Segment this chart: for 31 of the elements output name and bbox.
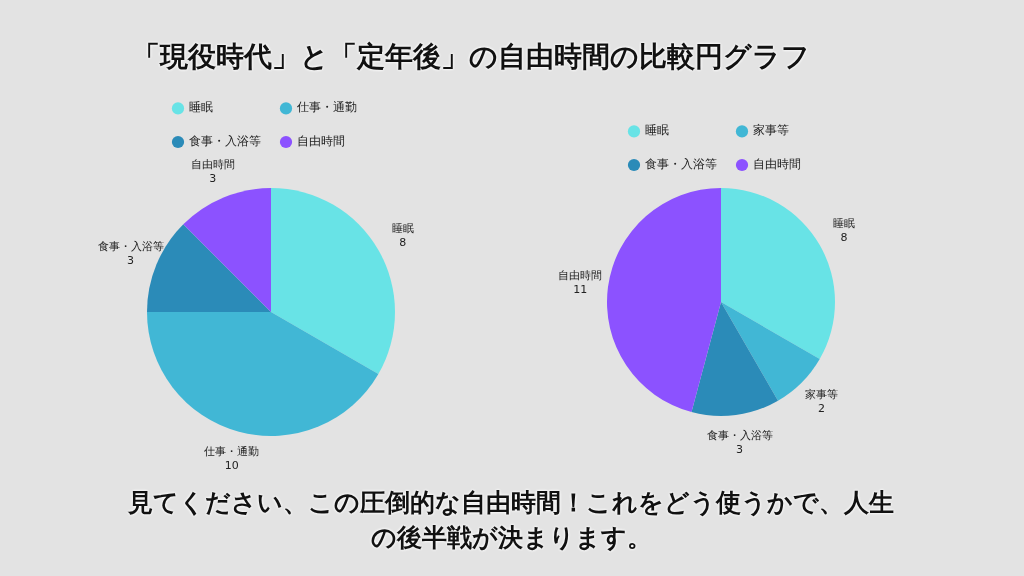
legend-label: 自由時間 <box>297 134 345 148</box>
slice-label: 睡眠 <box>832 217 855 230</box>
pie-slice <box>721 188 835 359</box>
slice-label: 自由時間 <box>558 269 603 283</box>
pie-slice <box>183 188 271 312</box>
legend-label: 睡眠 <box>645 123 669 138</box>
text: 「現役時代」と「定年後」の自由時間の比較円グラフ <box>131 39 811 75</box>
data-label: 11 <box>573 283 588 297</box>
data-label: 3 <box>736 442 744 456</box>
legend-label: 睡眠 <box>189 100 213 115</box>
text: 見てください、この圧倒的な自由時間！これをどう使うかで、人生の後半戦が決まります。 <box>127 487 895 554</box>
slice-label: 自由時間 <box>190 157 235 171</box>
data-label: 2 <box>817 402 825 416</box>
data-label: 10 <box>224 458 239 472</box>
legend-label: 食事・入浴等 <box>645 157 717 171</box>
slice-label: 食事・入浴等 <box>706 428 773 442</box>
pie-slice <box>691 302 778 416</box>
data-label: 8 <box>399 236 407 249</box>
slice-label: 食事・入浴等 <box>97 239 164 253</box>
legend-label: 家事等 <box>753 123 789 138</box>
slice-label: 家事等 <box>804 388 838 402</box>
pie-slice <box>147 312 379 436</box>
legend-label: 自由時間 <box>753 157 801 171</box>
data-label: 8 <box>840 231 848 244</box>
slice-label: 仕事・通勤 <box>204 444 260 458</box>
data-label: 3 <box>127 253 135 267</box>
pie-slice <box>607 188 721 413</box>
slice-label: 睡眠 <box>391 222 414 235</box>
data-label: 3 <box>209 171 217 185</box>
legend-label: 食事・入浴等 <box>189 134 261 148</box>
legend-label: 仕事・通勤 <box>296 100 357 115</box>
